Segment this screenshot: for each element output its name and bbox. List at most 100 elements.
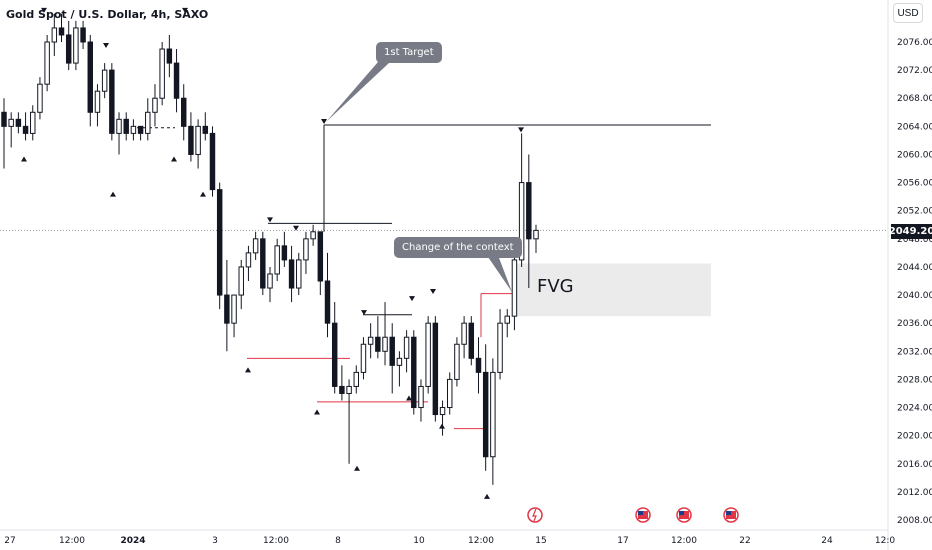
candle-body [296,259,302,289]
candle-body [267,273,273,289]
x-tick-label: 22 [739,536,750,546]
flag-canton [638,511,643,515]
candle-body [360,343,367,373]
x-tick-label: 12:00 [263,536,289,546]
y-tick-label: 2060.00 [897,150,932,160]
y-tick-label: 2024.00 [897,404,932,414]
candle-body [339,385,345,394]
y-tick-label: 2032.00 [897,347,932,357]
fractal-low-marker [245,367,251,373]
y-tick-label: 2044.00 [897,263,932,273]
y-tick-label: 2012.00 [897,488,932,498]
candle-body [123,118,129,134]
candle-body [447,378,453,409]
y-tick-label: 2036.00 [897,319,932,329]
fractal-low-marker [110,191,116,197]
candle-body [1,111,7,127]
symbol-title: Gold Spot / U.S. Dollar, 4h, SAXO [6,8,209,21]
x-tick-label: 27 [4,536,15,546]
candle-body [353,371,359,387]
candle-body [37,83,43,113]
candle-body [274,245,280,275]
candle-body [497,322,503,373]
fractal-low-marker [484,493,490,499]
candle-body [166,48,173,64]
candle-body [310,231,316,240]
fractal-low-marker [171,156,177,162]
y-tick-label: 2016.00 [897,460,932,470]
candle-body [396,357,403,366]
y-tick-label: 2072.00 [897,66,932,76]
candle-body [518,182,525,261]
candle-body [504,315,510,324]
candle-body [511,259,518,317]
fvg-label: FVG [537,276,574,297]
candle-body [109,69,115,134]
candle-body [281,245,288,261]
y-tick-label: 2064.00 [897,122,932,132]
flag-canton [679,511,684,515]
candle-body [418,385,424,409]
candle-body [533,229,539,240]
candle-body [475,357,482,373]
candle-body [195,125,201,155]
x-tick-label: 8 [335,536,341,546]
x-tick-label: 24 [821,536,833,546]
candle-body [209,132,216,191]
us-flag-icon [723,507,739,523]
candle-body [101,69,108,92]
fractal-high-marker [430,289,436,295]
fractal-low-marker [354,465,360,471]
y-tick-label: 2076.00 [897,38,932,48]
fractal-low-marker [406,395,412,401]
x-tick-label: 12:00 [468,536,494,546]
candle-body [130,125,137,134]
candle-body [482,371,489,458]
flash-event-icon [527,507,543,523]
candle-body [159,48,165,99]
fractal-low-marker [314,409,320,415]
fractal-high-marker [321,118,327,124]
x-tick-label: 10 [413,536,425,546]
candle-body [8,118,14,127]
fractal-high-marker [361,310,367,316]
candle-body [490,371,496,458]
candle-body [331,322,338,387]
fractal-high-marker [518,127,524,133]
candle-body [288,259,295,289]
candle-body [403,336,410,359]
candle-body [454,343,460,380]
candle-body [432,322,439,416]
fractal-high-marker [182,7,188,13]
candle-body [65,34,72,64]
candle-body [116,118,122,134]
first-target-callout[interactable]: 1st Target [376,42,442,63]
fractal-low-marker [21,156,27,162]
candle-body [526,182,532,240]
y-tick-label: 2068.00 [897,94,932,104]
candle-body [425,322,431,387]
first-target-pointer [326,62,390,122]
candle-body [252,238,259,254]
candle-body [152,97,158,113]
x-tick-label: 12:00 [59,536,85,546]
y-tick-label: 2048.00 [897,235,932,245]
fractal-low-marker [439,423,445,429]
change-of-context-pointer [486,250,512,292]
lightning-glyph [532,508,537,522]
candle-body [468,322,475,359]
candle-body [87,41,93,113]
candle-body [260,238,266,289]
candle-body [224,294,230,324]
fvg-zone [516,263,711,317]
last-price-label: 2049.20 [888,224,932,239]
us-flag-icon [676,507,692,523]
x-tick-label: 17 [617,536,628,546]
candle-body [73,27,79,64]
change-of-context-callout[interactable]: Change of the context [394,237,522,258]
candle-body [94,90,101,113]
currency-button[interactable]: USD [893,3,923,23]
fractal-low-marker [200,191,206,197]
candle-body [173,62,180,99]
